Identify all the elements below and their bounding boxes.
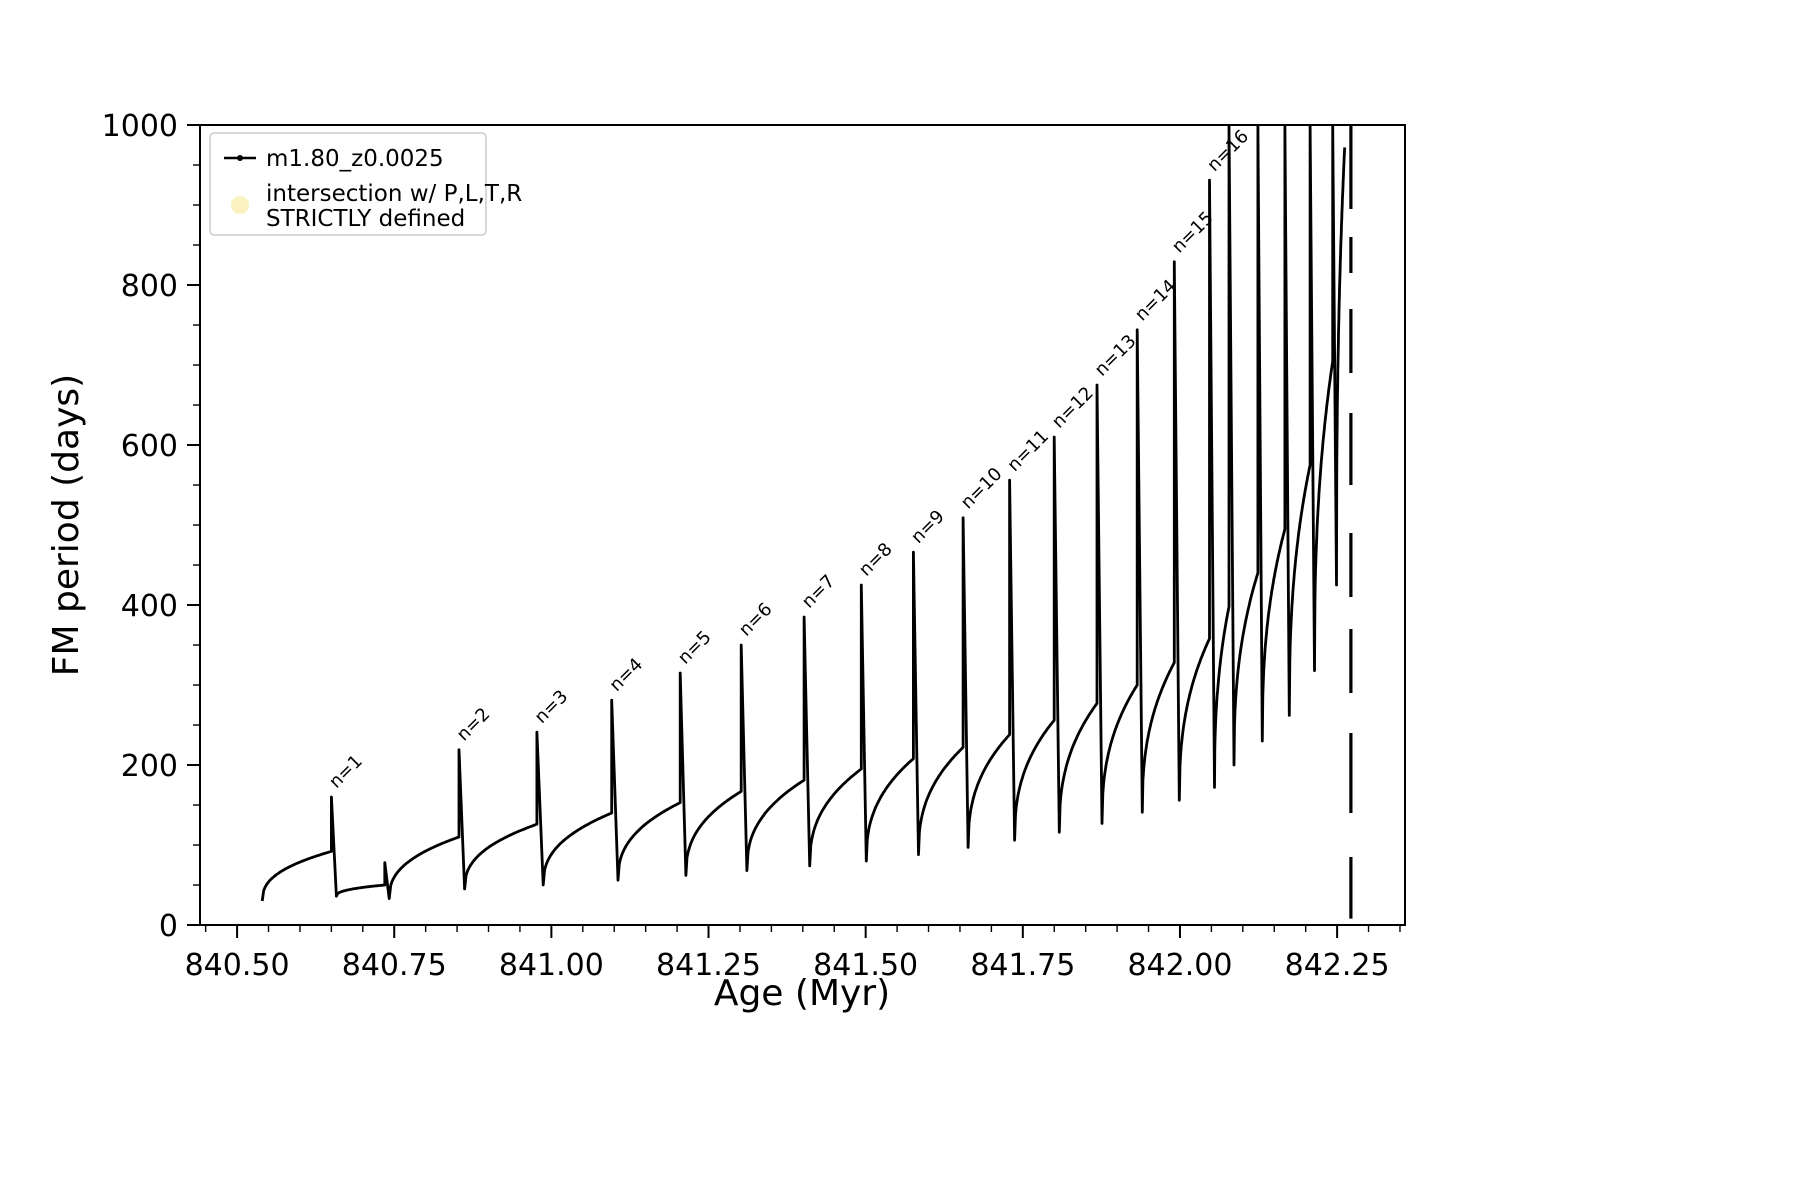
spike-label-n12: n=12	[1048, 383, 1098, 433]
legend-entry-2-label-line1: intersection w/ P,L,T,R	[266, 181, 522, 207]
spike-label-n2: n=2	[453, 704, 495, 746]
y-tick-label: 200	[121, 749, 178, 784]
x-tick-label: 842.00	[1127, 948, 1232, 983]
legend-box	[209, 132, 487, 236]
x-axis-label: Age (Myr)	[714, 973, 890, 1014]
y-tick-label: 0	[159, 909, 178, 944]
y-tick-label: 1000	[102, 109, 178, 144]
plot-border	[199, 124, 1406, 926]
x-tick-label: 842.25	[1285, 948, 1390, 983]
spike-label-n8: n=8	[855, 539, 897, 581]
spike-label-n9: n=9	[907, 506, 949, 548]
series-line	[260, 125, 1347, 902]
spike-label-n1: n=1	[325, 751, 367, 793]
legend-dot-marker-icon	[237, 155, 243, 161]
x-tick-label: 841.50	[813, 948, 918, 983]
legend-intersection-marker-icon	[231, 196, 249, 214]
spike-label-n11: n=11	[1003, 426, 1053, 476]
legend-entry-2-label-line2: STRICTLY defined	[266, 206, 465, 232]
spike-label-n3: n=3	[531, 686, 573, 728]
legend-entry-1-label: m1.80_z0.0025	[266, 146, 444, 172]
x-tick-label: 841.25	[656, 948, 761, 983]
spike-label-n10: n=10	[957, 464, 1007, 514]
spike-label-n7: n=7	[798, 571, 840, 613]
y-axis-label: FM period (days)	[46, 374, 87, 676]
spike-label-n13: n=13	[1091, 331, 1141, 381]
x-tick-label: 841.00	[499, 948, 604, 983]
y-tick-label: 400	[121, 589, 178, 624]
spike-label-n4: n=4	[605, 654, 647, 696]
y-tick-label: 800	[121, 269, 178, 304]
spike-label-n5: n=5	[674, 627, 716, 669]
y-tick-label: 600	[121, 429, 178, 464]
spike-label-n6: n=6	[735, 599, 777, 641]
legend: m1.80_z0.0025 intersection w/ P,L,T,R ST…	[209, 132, 522, 236]
x-tick-label: 840.75	[342, 948, 447, 983]
plot-area: n=1 n=2 n=3 n=4 n=5 n=6 n=7 n=8n=9n=10n=11n=12n…	[102, 109, 1406, 983]
x-tick-label: 840.50	[185, 948, 290, 983]
x-tick-label: 841.75	[970, 948, 1075, 983]
